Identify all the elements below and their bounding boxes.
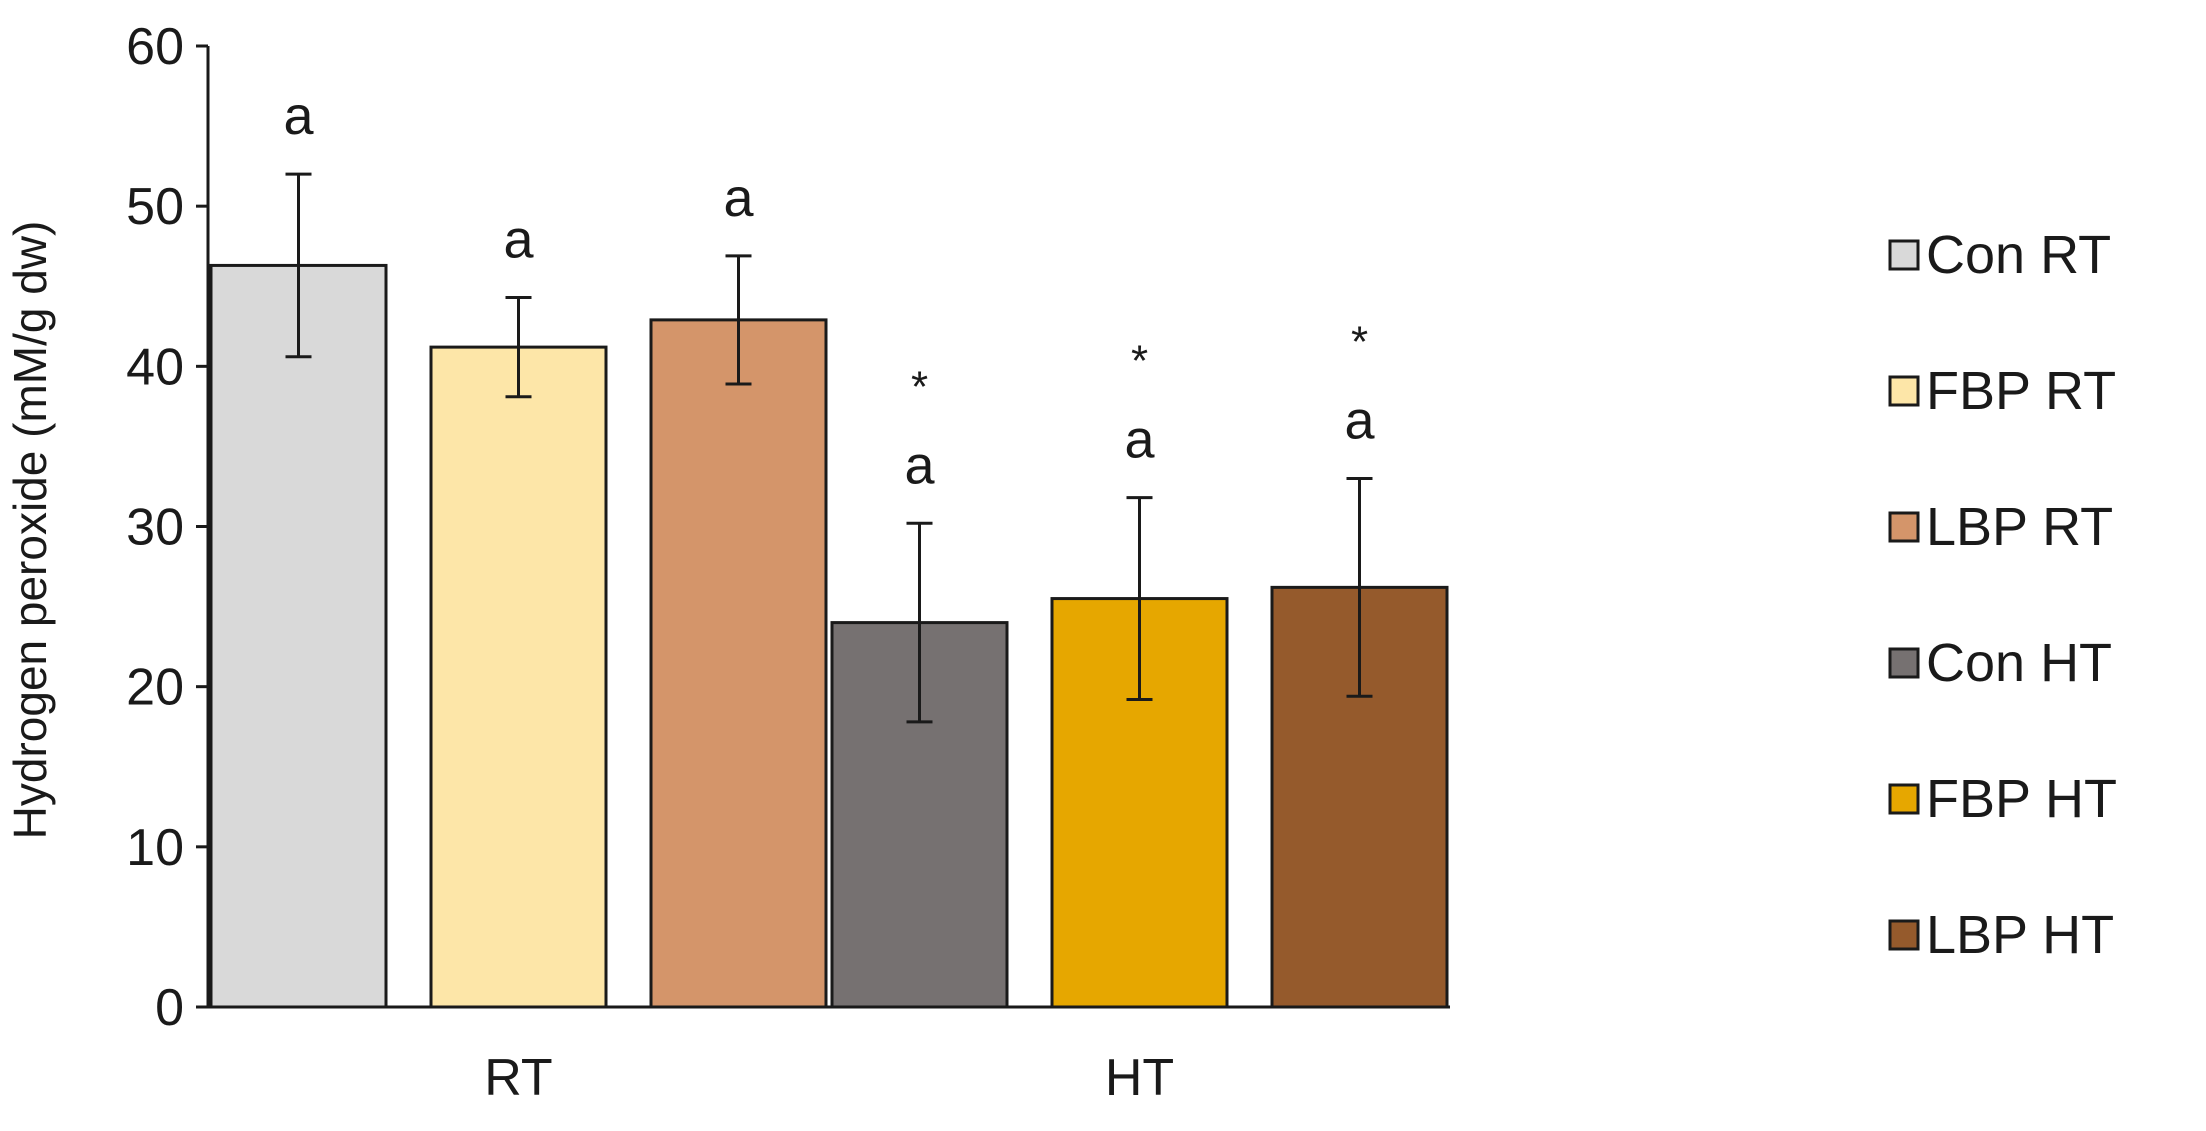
legend-swatch [1888,239,1920,271]
significance-letter: a [1124,410,1155,470]
bar [649,318,828,1009]
significance-star: * [1131,337,1148,386]
legend-label: LBP RT [1926,497,2113,557]
y-tick-label: 40 [126,338,184,396]
legend-label: FBP HT [1926,769,2117,829]
bar [429,345,608,1009]
y-tick-label: 50 [126,178,184,236]
y-tick-label: 0 [155,979,184,1037]
y-tick-label: 10 [126,819,184,877]
y-tick-label: 20 [126,659,184,717]
significance-letter: a [503,209,534,269]
significance-letter: a [283,86,314,146]
x-category-label: RT [484,1049,552,1107]
y-axis-title: Hydrogen peroxide (mM/g dw) [4,221,56,840]
legend-swatch [1888,647,1920,679]
significance-star: * [1351,317,1368,366]
x-category-label: HT [1105,1049,1174,1107]
legend-label: LBP HT [1926,905,2114,965]
y-tick-label: 60 [126,18,184,76]
bar [209,263,388,1009]
legend-label: FBP RT [1926,361,2116,421]
significance-letter: a [723,168,754,228]
plot-area: 0 10 20 30 40 50 60 RT a a a HT a * a * a * [126,18,1450,1107]
legend-swatch [1888,919,1920,951]
significance-letter: a [1344,390,1375,450]
legend: Con RT FBP RT LBP RT Con HT FBP HT LBP HT [1888,225,2117,965]
legend-label: Con HT [1926,633,2112,693]
y-tick-label: 30 [126,499,184,557]
significance-star: * [911,362,928,411]
legend-swatch [1888,783,1920,815]
legend-swatch [1888,511,1920,543]
legend-swatch [1888,375,1920,407]
significance-letter: a [904,435,935,495]
legend-label: Con RT [1926,225,2111,285]
